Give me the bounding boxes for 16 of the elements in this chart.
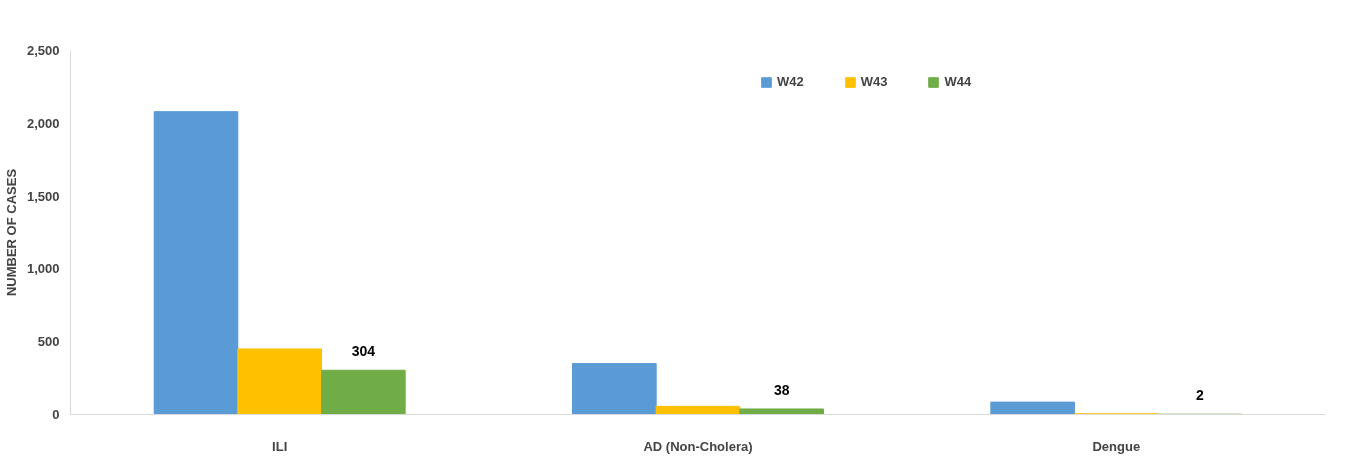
data-label: 38 <box>773 381 790 398</box>
y-tick-label: 1,500 <box>26 188 60 204</box>
x-tick-label: AD (Non-Cholera) <box>643 438 753 454</box>
x-tick-label: ILI <box>272 438 288 454</box>
y-tick-label: 2,000 <box>26 115 60 131</box>
x-tick-label: Dengue <box>1092 438 1141 454</box>
y-tick-label: 1,000 <box>26 261 60 277</box>
y-tick-label: 2,500 <box>26 43 60 58</box>
data-label: 304 <box>351 343 376 360</box>
data-label: 2 <box>1196 387 1205 404</box>
legend-label: W44 <box>944 74 972 89</box>
y-axis-title: NUMBER OF CASES <box>3 168 19 297</box>
y-tick-label: 500 <box>37 334 60 350</box>
y-tick-label: 0 <box>52 407 60 422</box>
legend-label: W42 <box>777 74 804 89</box>
legend-label: W43 <box>860 74 888 89</box>
